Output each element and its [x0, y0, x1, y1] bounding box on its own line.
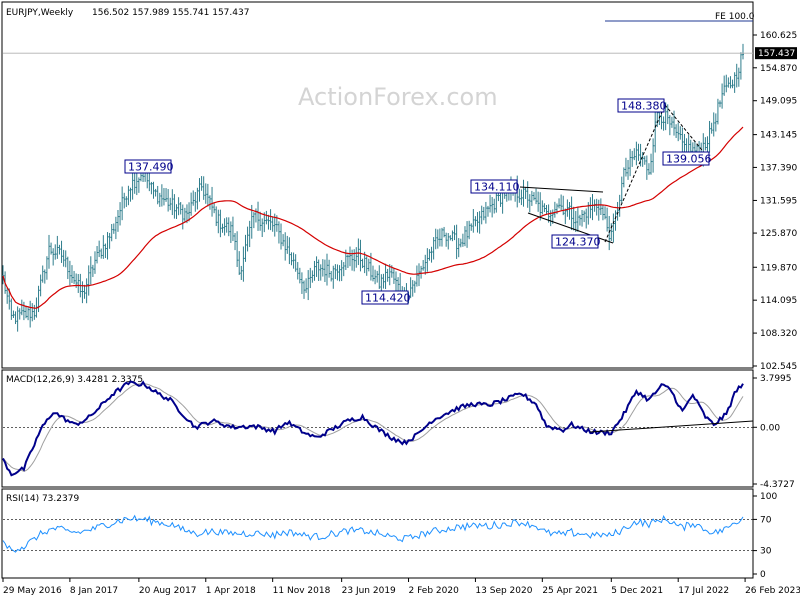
- annotation-box-139.056: [662, 151, 710, 166]
- x-label: 5 Dec 2021: [611, 586, 663, 596]
- annotation-label-148.380: 148.380: [621, 100, 667, 113]
- annotation-box-124.370: [551, 234, 599, 249]
- x-label: 26 Feb 2023: [745, 586, 800, 596]
- rsi-y-label: 30: [760, 547, 772, 557]
- last-price-badge: [755, 47, 797, 60]
- x-label: 11 Nov 2018: [273, 586, 331, 596]
- rsi-line: [2, 514, 744, 553]
- chart-header-symbol: EURJPY,Weekly: [6, 8, 74, 18]
- price-y-label: 154.870: [760, 64, 797, 74]
- x-label: 8 Jan 2017: [70, 586, 118, 596]
- annotation-label-137.490: 137.490: [128, 161, 174, 174]
- rsi-series: [2, 514, 744, 553]
- price-y-label: 102.545: [760, 362, 797, 372]
- macd-y-label: -4.3727: [760, 480, 795, 490]
- macd-signal-line: [2, 382, 744, 472]
- rsi-y-label: 70: [760, 515, 772, 525]
- price-annotations: 137.490 114.420 134.110 124.370 148.380 139.0…: [124, 98, 712, 305]
- macd-y-axis: 3.7995 0.00 -4.3727: [3, 374, 795, 490]
- x-label: 2 Feb 2020: [409, 586, 460, 596]
- price-y-label: 114.095: [760, 296, 797, 306]
- fe-level-label: FE 100.0: [715, 12, 755, 22]
- annotation-box-148.380: [617, 98, 665, 113]
- annotation-label-139.056: 139.056: [666, 153, 712, 166]
- macd-y-label: 3.7995: [760, 374, 792, 384]
- projection-up-line: [604, 104, 666, 243]
- x-label: 20 Aug 2017: [139, 586, 197, 596]
- price-series: 157.437: [2, 43, 797, 332]
- annotation-label-124.370: 124.370: [555, 236, 601, 249]
- price-pane-frame: [1, 1, 754, 369]
- price-y-label: 143.145: [760, 131, 797, 141]
- macd-line: [2, 380, 744, 477]
- watermark: ActionForex.com: [298, 83, 498, 111]
- price-y-label: 125.870: [760, 229, 797, 239]
- macd-title: MACD(12,26,9) 3.4281 2.3375: [6, 375, 143, 385]
- x-label: 25 Apr 2021: [542, 586, 598, 596]
- annotation-label-114.420: 114.420: [365, 292, 411, 305]
- triangle-upper-line: [519, 186, 604, 193]
- macd-trendline: [589, 420, 754, 433]
- rsi-pane-frame: [1, 488, 754, 579]
- annotation-label-134.110: 134.110: [474, 181, 520, 194]
- rsi-y-label: 0: [760, 570, 766, 580]
- macd-series: [2, 380, 744, 477]
- chart-header-ohlc: 156.502 157.989 155.741 157.437: [92, 8, 249, 18]
- rsi-y-label: 100: [760, 492, 777, 502]
- annotation-box-114.420: [361, 290, 409, 305]
- price-y-label: 160.625: [760, 31, 797, 41]
- rsi-title: RSI(14) 73.2379: [6, 494, 79, 504]
- x-label: 13 Sep 2020: [475, 586, 532, 596]
- macd-y-label: 0.00: [760, 423, 780, 433]
- triangle-lower-line: [527, 212, 614, 244]
- price-y-axis: 160.625 154.870 149.095 143.145 137.390 131.5…: [753, 31, 797, 372]
- x-label: 23 Jun 2019: [342, 586, 396, 596]
- projection-down-line: [664, 104, 707, 156]
- x-label: 17 Jul 2022: [678, 586, 729, 596]
- annotation-box-137.490: [124, 159, 172, 174]
- x-label: 29 May 2016: [3, 586, 62, 596]
- x-axis: 29 May 2016 8 Jan 2017 20 Aug 2017 1 Apr 20…: [2, 578, 800, 596]
- price-y-label: 108.320: [760, 329, 797, 339]
- x-label: 1 Apr 2018: [206, 586, 256, 596]
- price-y-label: 131.595: [760, 196, 797, 206]
- price-y-label: 137.390: [760, 163, 797, 173]
- macd-pane-frame: [1, 369, 754, 488]
- price-y-label: 119.870: [760, 263, 797, 273]
- last-price-label: 157.437: [758, 49, 795, 59]
- price-y-label: 149.095: [760, 97, 797, 107]
- annotation-box-134.110: [470, 179, 518, 194]
